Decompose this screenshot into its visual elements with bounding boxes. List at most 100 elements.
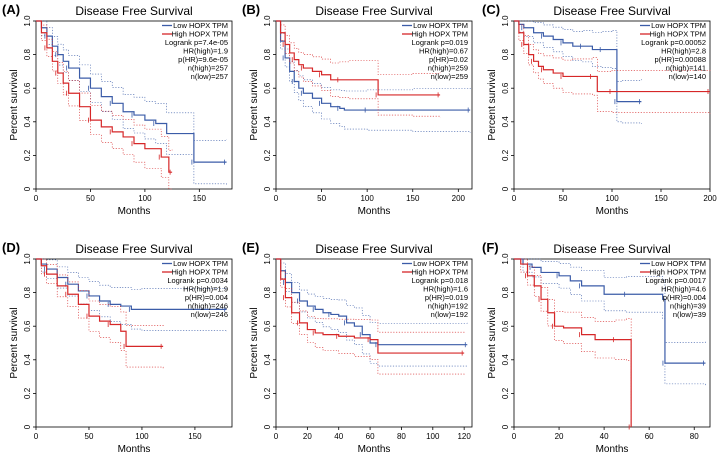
x-tick-label: 150	[193, 194, 207, 203]
ci-lower-low	[276, 20, 471, 133]
y-tick-label: 0.6	[501, 320, 510, 332]
stat-line: n(high)=259	[428, 64, 468, 73]
stat-line: n(high)=39	[670, 302, 706, 311]
y-tick-label: 0.2	[263, 387, 272, 399]
stat-line: n(low)=39	[673, 310, 706, 319]
plot-frame	[513, 258, 711, 428]
ci-upper-high	[36, 258, 164, 326]
panel-letter: (A)	[2, 2, 20, 17]
chart-panel-2: (B) Disease Free Survival 0 0.2 0.4 0.6 0.8 1.0…	[242, 2, 473, 217]
plot-frame	[275, 20, 473, 190]
x-tick-label: 20	[303, 432, 312, 441]
legend-label-low: Low HOPX TPM	[413, 21, 468, 30]
stat-line: p(HR)=0.004	[185, 293, 228, 302]
x-tick-label: 0	[274, 194, 279, 203]
chart-panel-1: (A) Disease Free Survival 0 0.2 0.4 0.6 0.8 1.0…	[2, 2, 233, 217]
y-tick-label: 0.8	[23, 286, 32, 298]
y-tick-label: 0	[263, 186, 272, 191]
stat-line: n(low)=140	[669, 72, 706, 81]
y-axis-label: Percent survival	[9, 307, 20, 378]
chart-panel-5: (E) Disease Free Survival 0 0.2 0.4 0.6 0.8 1.0…	[242, 240, 473, 455]
y-tick-label: 0	[501, 186, 510, 191]
legend-label-high: High HOPX TPM	[649, 30, 706, 39]
ci-lower-low	[36, 20, 227, 185]
x-tick-label: 60	[645, 432, 654, 441]
stat-line: n(high)=257	[188, 64, 228, 73]
x-tick-label: 120	[457, 432, 471, 441]
x-tick-label: 200	[703, 194, 717, 203]
stat-line: HR(high)=2.8	[661, 47, 706, 56]
y-tick-label: 0.8	[263, 48, 272, 60]
x-tick-label: 100	[138, 194, 152, 203]
ci-upper-high	[514, 20, 711, 72]
legend-label-low: Low HOPX TPM	[651, 259, 706, 268]
stat-line: n(high)=141	[666, 64, 706, 73]
panel-letter: (C)	[482, 2, 500, 17]
panel-letter: (E)	[242, 240, 259, 255]
ci-lower-high	[276, 258, 465, 376]
ci-upper-low	[36, 258, 228, 291]
survival-curve-high	[276, 20, 441, 96]
x-tick-label: 20	[555, 432, 564, 441]
ci-lower-high	[36, 258, 164, 369]
y-tick-label: 0	[23, 186, 32, 191]
stat-line: p(HR)=0.019	[425, 293, 468, 302]
stat-line: Logrank p=0.018	[411, 276, 468, 285]
plot-frame	[35, 20, 233, 190]
x-tick-label: 0	[512, 194, 517, 203]
ci-upper-high	[36, 20, 173, 151]
y-axis-label: Percent survival	[249, 69, 260, 140]
chart-panel-4: (D) Disease Free Survival 0 0.2 0.4 0.6 0.8 1.0…	[2, 240, 233, 455]
y-tick-label: 1.0	[501, 253, 510, 265]
stat-line: Logrank p=7.4e-05	[165, 38, 228, 47]
survival-curve-low	[514, 20, 642, 103]
y-tick-label: 0.4	[501, 116, 510, 128]
ci-lower-low	[514, 20, 642, 125]
survival-curve-high	[36, 258, 164, 347]
ci-upper-low	[514, 258, 706, 343]
y-tick-label: 0.6	[23, 82, 32, 94]
x-axis-label: Months	[596, 206, 629, 217]
x-tick-label: 0	[34, 194, 39, 203]
y-tick-label: 1.0	[263, 15, 272, 27]
legend-label-low: Low HOPX TPM	[413, 259, 468, 268]
x-tick-label: 100	[360, 194, 374, 203]
panel-letter: (D)	[2, 240, 20, 255]
legend-label-high: High HOPX TPM	[649, 268, 706, 277]
stat-line: p(HR)=0.02	[429, 55, 468, 64]
ci-lower-high	[514, 258, 632, 427]
survival-curve-high	[276, 258, 465, 354]
x-axis-label: Months	[358, 444, 391, 455]
x-tick-label: 50	[86, 194, 95, 203]
stat-line: HR(high)=1.9	[183, 47, 228, 56]
y-tick-label: 1.0	[263, 253, 272, 265]
ci-upper-high	[276, 258, 465, 333]
stat-line: n(high)=246	[188, 302, 228, 311]
y-tick-label: 1.0	[501, 15, 510, 27]
stat-line: Logrank p=0.0034	[167, 276, 228, 285]
stat-line: n(low)=246	[191, 310, 228, 319]
survival-curve-high	[36, 20, 173, 173]
chart-panel-6: (F) Disease Free Survival 0 0.2 0.4 0.6 0.8 1.0…	[482, 240, 711, 455]
ci-upper-low	[36, 20, 227, 141]
x-axis-label: Months	[358, 206, 391, 217]
x-tick-label: 100	[135, 432, 149, 441]
y-tick-label: 0.4	[23, 354, 32, 366]
stat-line: p(HR)=9.6e-05	[178, 55, 228, 64]
plot-frame	[35, 258, 233, 428]
panel-letter: (F)	[482, 240, 499, 255]
stat-line: n(low)=192	[431, 310, 468, 319]
x-tick-label: 0	[512, 432, 517, 441]
x-tick-label: 50	[85, 432, 94, 441]
y-tick-label: 0.6	[263, 320, 272, 332]
stat-line: p(HR)=0.004	[663, 293, 706, 302]
x-tick-label: 150	[654, 194, 668, 203]
y-tick-label: 0.8	[23, 48, 32, 60]
stat-line: n(high)=192	[428, 302, 468, 311]
x-tick-label: 200	[452, 194, 466, 203]
x-tick-label: 100	[426, 432, 440, 441]
stat-line: HR(high)=0.67	[419, 47, 468, 56]
x-tick-label: 40	[334, 432, 343, 441]
survival-curve-high	[514, 20, 710, 93]
